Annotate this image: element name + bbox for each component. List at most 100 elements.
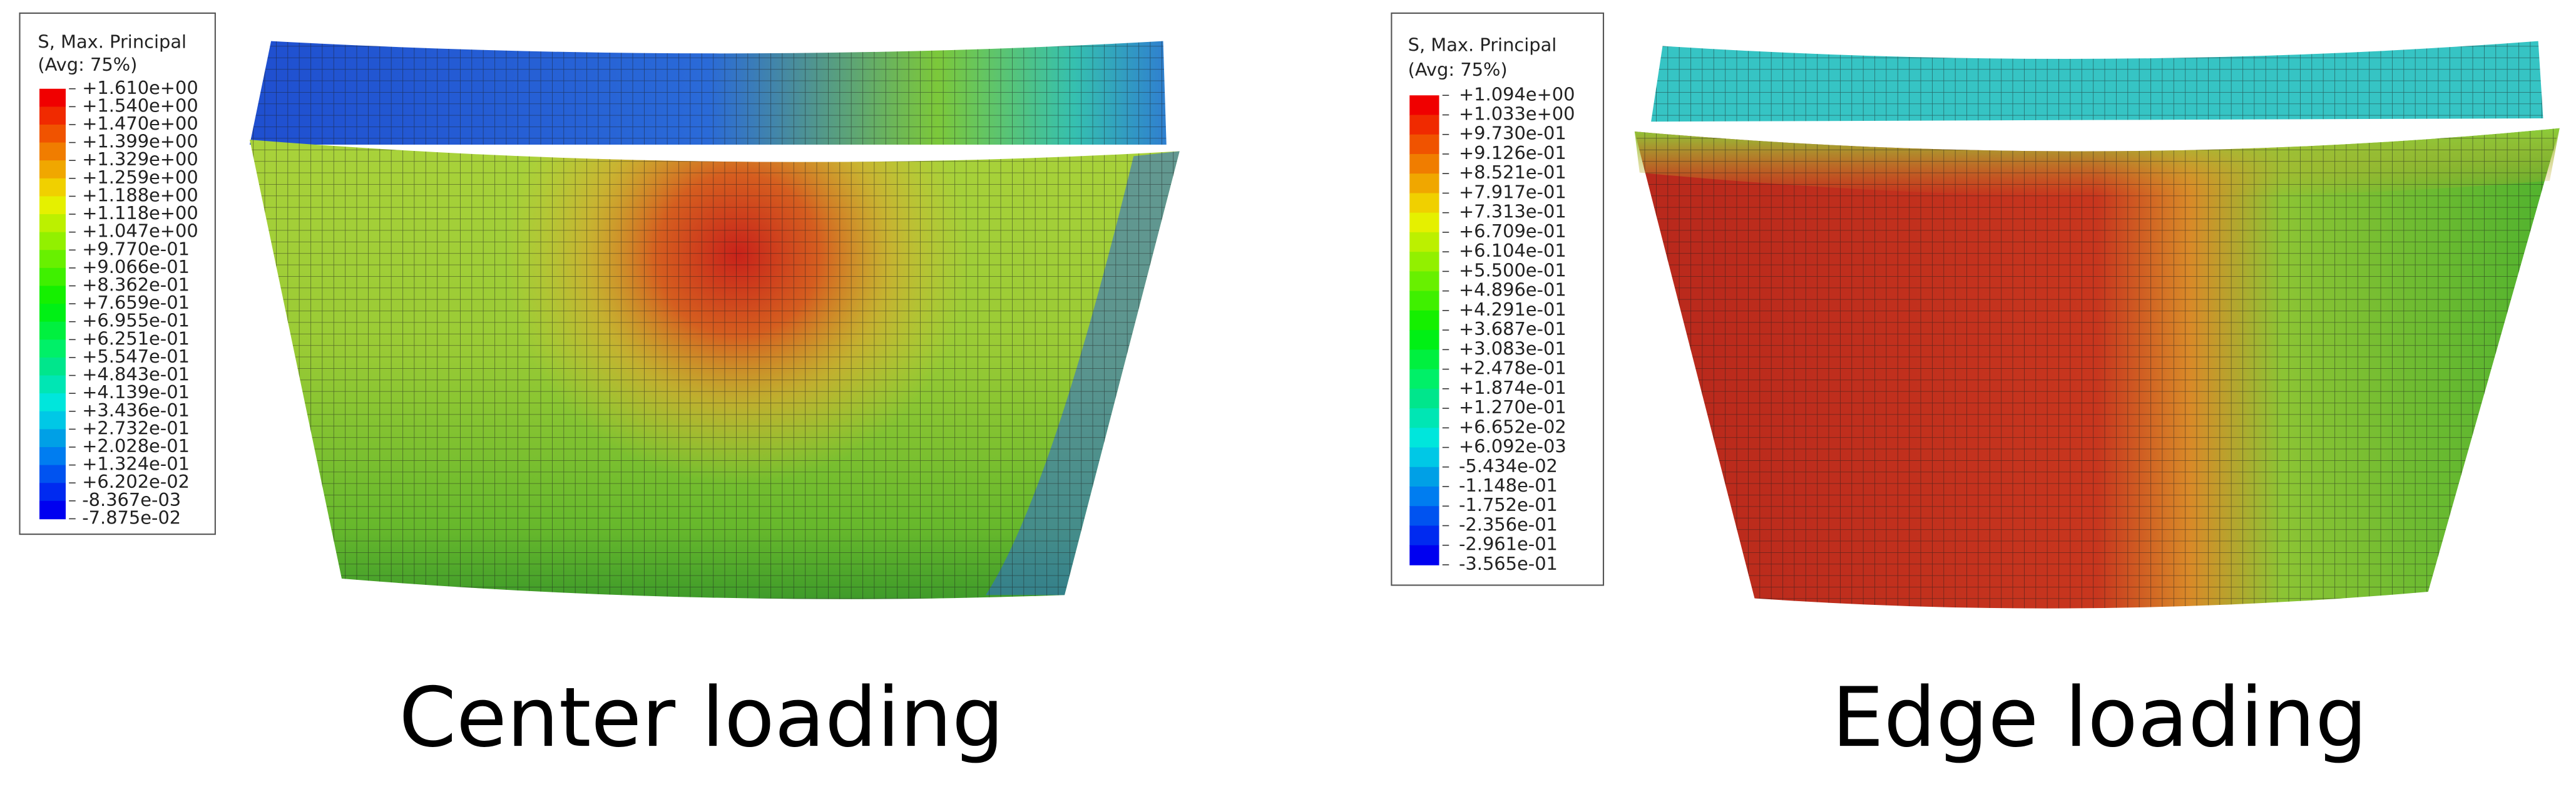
legend-label: +1.399e+00 <box>82 131 198 152</box>
color-swatch <box>39 106 66 125</box>
legend-label: +1.470e+00 <box>82 113 198 134</box>
legend-title: S, Max. Principal <box>1408 34 1557 56</box>
legend-subtitle: (Avg: 75%) <box>38 54 137 75</box>
color-swatch <box>39 196 66 215</box>
legend-label: +9.730e-01 <box>1459 123 1567 144</box>
color-swatch <box>39 142 66 161</box>
panels: S, Max. Principal(Avg: 75%)+1.610e+00+1.… <box>19 12 2368 765</box>
color-swatch <box>39 124 66 143</box>
legend-label: -1.148e-01 <box>1459 475 1558 496</box>
legend-label: +1.033e+00 <box>1459 103 1575 124</box>
legend-label: +1.329e+00 <box>82 148 198 170</box>
color-swatch <box>1409 232 1439 252</box>
legend-label: +1.259e+00 <box>82 167 198 188</box>
color-swatch <box>39 411 66 430</box>
color-swatch <box>1409 252 1439 272</box>
color-swatch <box>39 286 66 304</box>
legend-label: +8.521e-01 <box>1459 162 1567 183</box>
color-swatch <box>39 483 66 502</box>
legend-label: +2.732e-01 <box>82 417 190 438</box>
legend-label: -2.356e-01 <box>1459 513 1558 535</box>
color-swatch <box>1409 310 1439 331</box>
color-swatch <box>39 375 66 394</box>
legend-label: -7.875e-02 <box>82 507 181 528</box>
color-swatch <box>1409 369 1439 389</box>
legend-label: +7.659e-01 <box>82 292 190 313</box>
color-swatch <box>1409 153 1439 174</box>
color-swatch <box>1409 134 1439 155</box>
legend-label: +4.291e-01 <box>1459 299 1567 320</box>
legend-label: +5.547e-01 <box>82 346 190 367</box>
color-swatch <box>1409 525 1439 546</box>
color-swatch <box>39 304 66 322</box>
edge-model <box>1634 41 2560 609</box>
legend-label: +6.955e-01 <box>82 310 190 331</box>
legend-label: +3.436e-01 <box>82 400 190 421</box>
legend-title: S, Max. Principal <box>38 31 187 52</box>
legend-label: +8.362e-01 <box>82 274 190 295</box>
legend-label: +6.709e-01 <box>1459 220 1567 242</box>
color-swatch <box>1409 173 1439 194</box>
legend-label: +6.652e-02 <box>1459 416 1567 437</box>
color-swatch <box>39 357 66 376</box>
legend-label: +5.500e-01 <box>1459 259 1567 281</box>
legend-label: +4.843e-01 <box>82 364 190 385</box>
color-swatch <box>39 214 66 233</box>
legend-label: +1.324e-01 <box>82 453 190 475</box>
color-swatch <box>1409 408 1439 429</box>
color-swatch <box>39 393 66 412</box>
legend-label: +1.094e+00 <box>1459 83 1575 105</box>
legend-label: +1.610e+00 <box>82 77 198 98</box>
color-swatch <box>1409 447 1439 468</box>
color-swatch <box>1409 349 1439 370</box>
color-swatch <box>39 178 66 197</box>
legend-label: +2.028e-01 <box>82 435 190 456</box>
legend-label: +3.687e-01 <box>1459 318 1567 339</box>
caption: Edge loading <box>1832 669 2368 765</box>
legend-label: +1.118e+00 <box>82 202 198 224</box>
legend-label: -2.961e-01 <box>1459 534 1558 555</box>
color-swatch <box>39 447 66 466</box>
legend-label: -5.434e-02 <box>1459 455 1558 477</box>
color-swatch <box>39 339 66 358</box>
color-swatch <box>1409 115 1439 135</box>
legend-label: -1.752e-01 <box>1459 494 1558 515</box>
legend-label: +9.066e-01 <box>82 256 190 277</box>
color-swatch <box>39 465 66 484</box>
legend-label: +1.047e+00 <box>82 220 198 242</box>
color-swatch <box>39 250 66 269</box>
legend-label: +7.313e-01 <box>1459 201 1567 222</box>
legend-label: +3.083e-01 <box>1459 338 1567 359</box>
legend-label: +1.270e-01 <box>1459 396 1567 418</box>
legend-subtitle: (Avg: 75%) <box>1408 59 1508 80</box>
color-swatch <box>1409 95 1439 116</box>
color-swatch <box>39 429 66 448</box>
color-swatch <box>1409 330 1439 351</box>
legend-label: +6.092e-03 <box>1459 436 1567 457</box>
legend-label: +1.188e+00 <box>82 184 198 205</box>
color-swatch <box>39 267 66 287</box>
legend-label: +4.139e-01 <box>82 381 190 403</box>
legend-label: +9.126e-01 <box>1459 142 1567 163</box>
color-swatch <box>1409 271 1439 292</box>
caption: Center loading <box>399 669 1004 765</box>
color-swatch <box>1409 291 1439 311</box>
legend-label: -8.367e-03 <box>82 489 181 510</box>
color-swatch <box>39 500 66 520</box>
color-swatch <box>1409 545 1439 565</box>
legend-label: +6.251e-01 <box>82 327 190 349</box>
center-model <box>250 41 1180 599</box>
legend-label: +9.770e-01 <box>82 238 190 259</box>
color-swatch <box>1409 428 1439 448</box>
color-swatch <box>39 321 66 341</box>
color-swatch <box>39 160 66 179</box>
legend-label: +1.874e-01 <box>1459 377 1567 398</box>
legend-label: +4.896e-01 <box>1459 279 1567 301</box>
color-swatch <box>1409 193 1439 214</box>
legend-label: +6.202e-02 <box>82 471 190 492</box>
legend-label: +7.917e-01 <box>1459 181 1567 202</box>
color-swatch <box>1409 467 1439 487</box>
color-swatch <box>1409 487 1439 507</box>
legend-label: +6.104e-01 <box>1459 240 1567 261</box>
